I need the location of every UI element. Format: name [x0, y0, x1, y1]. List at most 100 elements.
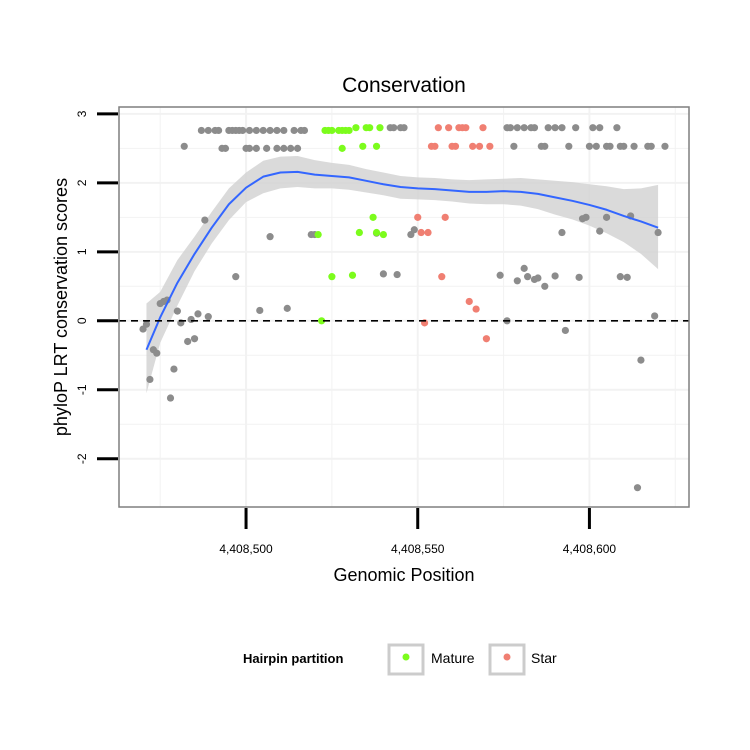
legend-label-star: Star [531, 650, 557, 666]
y-tick-label: -2 [75, 453, 89, 464]
point-other [197, 126, 206, 135]
point-star [417, 228, 425, 237]
point-other [187, 315, 195, 324]
point-other [266, 233, 274, 241]
point-other [252, 126, 260, 135]
point-mature [359, 142, 367, 150]
point-other [204, 126, 212, 135]
point-other [589, 124, 597, 132]
smooth-line-layer [145, 170, 659, 351]
legend-title: Hairpin partition [243, 651, 343, 666]
point-other [592, 142, 600, 150]
point-mature [379, 230, 387, 239]
point-other [513, 124, 521, 132]
point-star [465, 297, 473, 306]
y-tick-label: 3 [75, 110, 89, 117]
point-other [654, 228, 662, 237]
point-other [201, 216, 209, 224]
point-star [479, 124, 487, 132]
point-other [596, 124, 604, 132]
point-other [565, 142, 573, 150]
point-other [184, 337, 192, 346]
point-star [438, 273, 446, 281]
legend: Hairpin partition Mature Star [243, 643, 557, 676]
point-mature [338, 144, 346, 152]
point-other [390, 124, 398, 132]
legend-key-star [503, 653, 511, 661]
scatter-points [139, 124, 669, 492]
point-other [541, 142, 549, 150]
point-mature [355, 228, 363, 237]
point-other [582, 213, 590, 221]
point-other [400, 124, 408, 132]
point-other [534, 274, 542, 282]
point-other [585, 142, 594, 150]
point-star [441, 213, 449, 221]
point-other [266, 126, 274, 135]
point-other [259, 126, 267, 135]
point-other [561, 326, 569, 335]
plot-frame [118, 106, 690, 508]
point-other [170, 365, 178, 373]
point-mature [348, 271, 357, 279]
point-other [524, 273, 532, 281]
point-other [661, 142, 669, 150]
point-other [256, 306, 264, 315]
point-other [273, 144, 281, 152]
point-mature [366, 124, 374, 132]
smooth-fit-line [145, 170, 659, 351]
chart-title: Conservation [342, 74, 466, 97]
point-star [469, 142, 477, 150]
x-axis: 4,408,500 4,408,550 4,408,600 [219, 508, 616, 556]
point-star [462, 124, 470, 132]
x-tick-label: 4,408,600 [563, 542, 617, 556]
y-tick-label: 1 [75, 248, 89, 255]
point-other [194, 310, 202, 318]
point-other [633, 484, 642, 492]
y-axis: -2 -1 0 1 2 3 [75, 110, 118, 464]
point-other [245, 144, 254, 152]
legend-key-box-mature [387, 643, 425, 676]
point-other [623, 273, 631, 281]
point-other [379, 270, 387, 278]
point-other [166, 394, 175, 402]
point-other [252, 144, 260, 152]
point-other [142, 320, 151, 328]
point-star [434, 124, 442, 132]
x-tick-label: 4,408,550 [391, 542, 445, 556]
point-other [280, 144, 288, 152]
y-axis-title: phyloP LRT conservation scores [51, 178, 71, 436]
point-other [283, 304, 291, 312]
point-mature [328, 273, 336, 281]
point-other [300, 126, 309, 135]
y-tick-label: 2 [75, 179, 89, 186]
point-other [558, 124, 566, 132]
point-other [290, 126, 298, 135]
x-tick-label: 4,408,500 [219, 542, 273, 556]
point-star [475, 142, 484, 150]
point-other [596, 227, 604, 235]
point-mature [352, 124, 360, 132]
point-mature [345, 126, 353, 135]
point-other [630, 142, 638, 150]
gridlines [119, 107, 689, 507]
point-star [431, 142, 439, 150]
point-mature [314, 230, 322, 239]
y-tick-label: -1 [75, 384, 89, 395]
point-other [606, 142, 614, 150]
point-other [602, 213, 611, 221]
point-other [616, 273, 624, 281]
point-mature [328, 126, 336, 135]
legend-label-mature: Mature [431, 650, 475, 666]
point-other [173, 307, 181, 315]
point-other [146, 375, 154, 384]
point-star [451, 142, 460, 150]
point-other [263, 144, 271, 152]
point-star [424, 228, 432, 237]
y-tick-label: 0 [75, 317, 89, 324]
point-other [513, 277, 521, 285]
point-other [273, 126, 281, 135]
point-mature [369, 213, 377, 221]
point-other [551, 272, 559, 280]
